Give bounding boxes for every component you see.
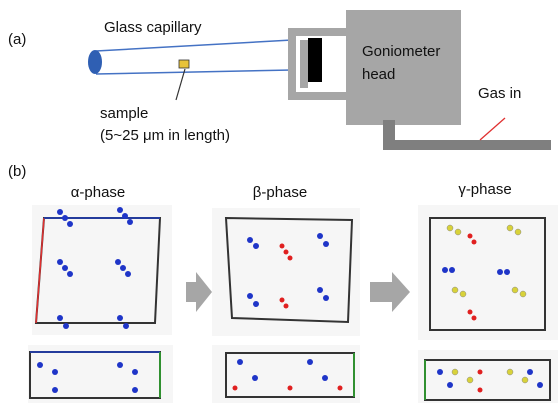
goniometer-label: head [362,66,395,83]
pin-base [308,38,322,82]
sample-crystal [179,60,189,68]
capillary-edge [96,70,292,74]
sample-size: (5~25 μm in length) [100,127,230,144]
transition-arrow [186,272,212,312]
transition-arrow [370,272,410,312]
sample-pointer [176,69,185,100]
panel-label: (a) [8,31,26,48]
capillary-edge [96,40,292,51]
gas-label: Gas in [478,85,521,102]
sample-label: sample [100,105,148,122]
phase-label: γ-phase [458,181,511,198]
figure: (a) Glass capillary sample (5~25 μm in l… [0,0,558,405]
gas-pipe [383,140,551,150]
gas-pointer [480,118,505,140]
goniometer-label: Goniometer [362,43,440,60]
holder-inner [300,40,308,88]
phase-label: β-phase [253,184,308,201]
phase-label: α-phase [71,184,126,201]
capillary-end [88,50,102,74]
capillary-label: Glass capillary [104,19,202,36]
panel-label: (b) [8,163,26,180]
